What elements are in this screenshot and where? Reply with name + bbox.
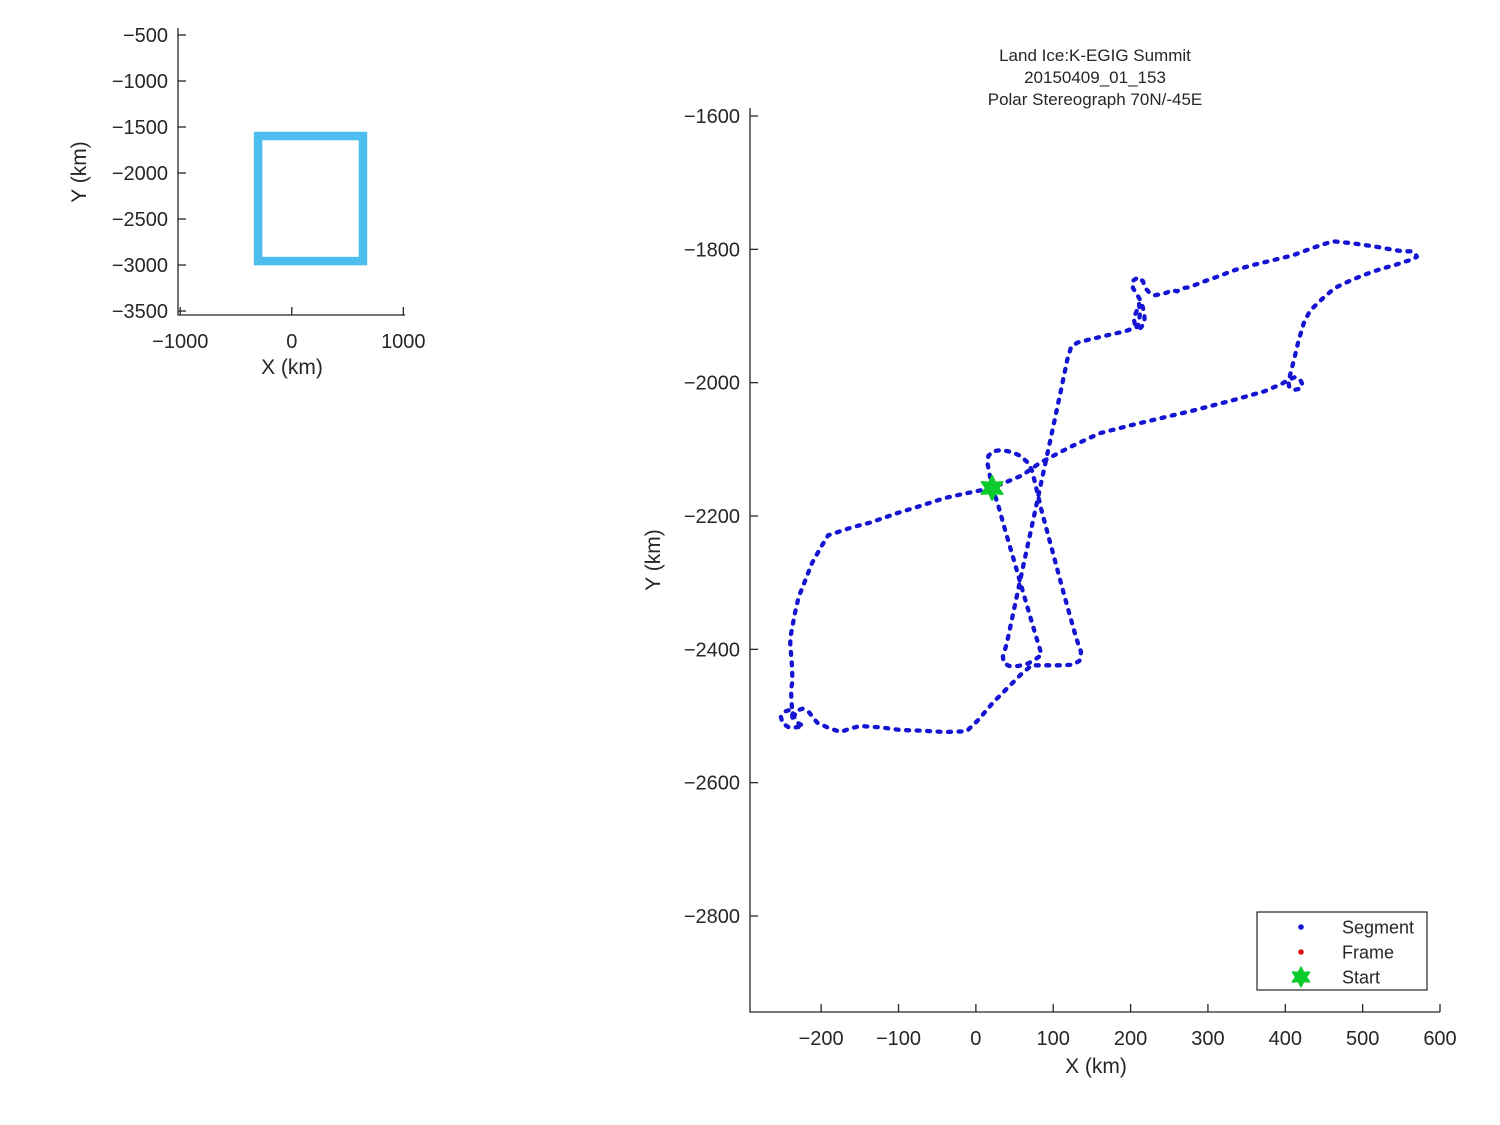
coverage-rect [253,131,368,266]
track-ticks: −200 −100 0 100 200 300 400 500 600 −1600 −1800 −20… [684,106,1457,1050]
svg-text:400: 400 [1269,1028,1302,1050]
svg-text:−3000: −3000 [112,255,168,277]
legend: Segment Frame Start [1256,911,1428,991]
overview-ylabel: Y (km) [68,141,91,202]
track-axes [749,108,1440,1013]
start-point-marker [980,475,1004,501]
legend-label-segment: Segment [1342,917,1414,937]
legend-label-start: Start [1342,967,1380,987]
svg-text:−100: −100 [876,1028,921,1050]
svg-text:1000: 1000 [381,331,426,353]
overview-axes [177,28,405,316]
svg-text:−2400: −2400 [684,639,740,661]
segment-track [778,239,1419,735]
svg-text:−1800: −1800 [684,239,740,261]
svg-text:−1000: −1000 [152,331,208,353]
svg-text:200: 200 [1114,1028,1147,1050]
svg-text:−2200: −2200 [684,506,740,528]
plot-title-line1: Land Ice:K-EGIG Summit [999,46,1191,65]
svg-text:−2600: −2600 [684,773,740,795]
overview-ticks: −1000 0 1000 −500 −1000 −1500 −2000 −2500 −3000 −… [112,25,426,353]
svg-text:−2800: −2800 [684,906,740,928]
svg-text:500: 500 [1346,1028,1379,1050]
svg-text:600: 600 [1423,1028,1456,1050]
svg-text:−1000: −1000 [112,71,168,93]
plot-title-line3: Polar Stereograph 70N/-45E [988,90,1203,109]
track-ylabel: Y (km) [642,529,665,590]
svg-text:−500: −500 [123,25,168,47]
svg-text:−1500: −1500 [112,117,168,139]
frame-marker-icon [1298,949,1304,955]
svg-text:−2000: −2000 [112,163,168,185]
overview-extent-rect [253,131,368,266]
track-plot: −200 −100 0 100 200 300 400 500 600 −1600 −1800 −20… [642,46,1457,1078]
svg-text:−200: −200 [799,1028,844,1050]
svg-text:−1600: −1600 [684,106,740,128]
overview-xlabel: X (km) [261,356,323,379]
plot-title-line2: 20150409_01_153 [1024,68,1166,87]
flight-track-path [778,239,1419,735]
svg-text:100: 100 [1037,1028,1070,1050]
svg-text:0: 0 [970,1028,981,1050]
overview-plot: −1000 0 1000 −500 −1000 −1500 −2000 −2500 −3000 −… [68,25,426,379]
svg-text:−2500: −2500 [112,209,168,231]
svg-text:0: 0 [286,331,297,353]
legend-label-frame: Frame [1342,942,1394,962]
svg-text:300: 300 [1191,1028,1224,1050]
segment-marker-icon [1298,924,1304,930]
legend-box [1256,911,1428,991]
svg-text:−3500: −3500 [112,301,168,323]
track-xlabel: X (km) [1065,1055,1127,1078]
svg-text:−2000: −2000 [684,373,740,395]
start-marker-icon [1291,966,1311,988]
